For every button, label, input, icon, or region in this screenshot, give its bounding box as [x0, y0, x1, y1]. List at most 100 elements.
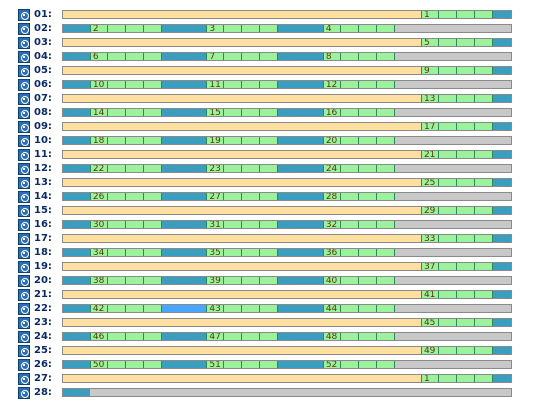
- segment-cells[interactable]: [420, 95, 494, 102]
- segment-cells[interactable]: [322, 277, 395, 284]
- segment-cells[interactable]: [420, 39, 494, 46]
- segment-free[interactable]: [63, 263, 421, 270]
- segment-used[interactable]: [278, 109, 323, 116]
- segment-used[interactable]: [161, 249, 207, 256]
- segment-used[interactable]: [63, 277, 90, 284]
- segment-used[interactable]: [493, 319, 511, 326]
- segment-used[interactable]: [161, 109, 207, 116]
- row-button-icon[interactable]: [18, 163, 30, 175]
- segment-free[interactable]: [63, 319, 421, 326]
- segment-empty[interactable]: [394, 193, 511, 200]
- segment-cells[interactable]: [420, 263, 494, 270]
- segment-used[interactable]: [161, 277, 207, 284]
- segment-used[interactable]: [278, 193, 323, 200]
- segment-cells[interactable]: [322, 361, 395, 368]
- segment-cells[interactable]: [420, 235, 494, 242]
- segment-free[interactable]: [63, 235, 421, 242]
- row-button-icon[interactable]: [18, 205, 30, 217]
- segment-used[interactable]: [493, 207, 511, 214]
- row-button-icon[interactable]: [18, 345, 30, 357]
- segment-used[interactable]: [278, 137, 323, 144]
- segment-cells[interactable]: [322, 25, 395, 32]
- segment-used[interactable]: [63, 361, 90, 368]
- segment-empty[interactable]: [394, 249, 511, 256]
- segment-used[interactable]: [493, 39, 511, 46]
- segment-cells[interactable]: [89, 333, 162, 340]
- segment-cells[interactable]: [206, 193, 279, 200]
- segment-empty[interactable]: [394, 361, 511, 368]
- segment-cells[interactable]: [89, 249, 162, 256]
- segment-cells[interactable]: [89, 361, 162, 368]
- segment-used[interactable]: [63, 137, 90, 144]
- segment-used[interactable]: [278, 53, 323, 60]
- segment-used[interactable]: [493, 263, 511, 270]
- row-button-icon[interactable]: [18, 37, 30, 49]
- row-button-icon[interactable]: [18, 219, 30, 231]
- segment-cells[interactable]: [420, 179, 494, 186]
- segment-free[interactable]: [63, 11, 421, 18]
- segment-cells[interactable]: [322, 305, 395, 312]
- segment-cells[interactable]: [322, 333, 395, 340]
- segment-used[interactable]: [493, 375, 511, 382]
- row-button-icon[interactable]: [18, 261, 30, 273]
- segment-used[interactable]: [278, 165, 323, 172]
- segment-used[interactable]: [63, 81, 90, 88]
- row-button-icon[interactable]: [18, 359, 30, 371]
- segment-used[interactable]: [278, 25, 323, 32]
- segment-used[interactable]: [63, 25, 90, 32]
- segment-cells[interactable]: [89, 109, 162, 116]
- segment-empty[interactable]: [394, 25, 511, 32]
- segment-used[interactable]: [63, 221, 90, 228]
- segment-used[interactable]: [493, 67, 511, 74]
- segment-used[interactable]: [278, 81, 323, 88]
- segment-empty[interactable]: [394, 165, 511, 172]
- segment-free[interactable]: [63, 151, 421, 158]
- segment-free[interactable]: [63, 95, 421, 102]
- segment-used[interactable]: [63, 305, 90, 312]
- segment-cells[interactable]: [420, 67, 494, 74]
- row-button-icon[interactable]: [18, 23, 30, 35]
- segment-free[interactable]: [63, 123, 421, 130]
- segment-used[interactable]: [63, 389, 90, 396]
- row-button-icon[interactable]: [18, 93, 30, 105]
- row-button-icon[interactable]: [18, 331, 30, 343]
- segment-empty[interactable]: [394, 109, 511, 116]
- row-button-icon[interactable]: [18, 317, 30, 329]
- segment-cells[interactable]: [206, 277, 279, 284]
- segment-cells[interactable]: [206, 109, 279, 116]
- row-button-icon[interactable]: [18, 107, 30, 119]
- row-button-icon[interactable]: [18, 303, 30, 315]
- row-button-icon[interactable]: [18, 275, 30, 287]
- segment-empty[interactable]: [394, 81, 511, 88]
- segment-used[interactable]: [493, 123, 511, 130]
- row-button-icon[interactable]: [18, 373, 30, 385]
- segment-used[interactable]: [161, 361, 207, 368]
- segment-used[interactable]: [278, 361, 323, 368]
- segment-used[interactable]: [161, 165, 207, 172]
- segment-used[interactable]: [63, 193, 90, 200]
- segment-cells[interactable]: [420, 123, 494, 130]
- segment-cells[interactable]: [206, 25, 279, 32]
- segment-empty[interactable]: [394, 221, 511, 228]
- segment-used[interactable]: [278, 333, 323, 340]
- segment-cells[interactable]: [420, 11, 494, 18]
- segment-used[interactable]: [161, 221, 207, 228]
- segment-used[interactable]: [161, 333, 207, 340]
- row-button-icon[interactable]: [18, 387, 30, 399]
- segment-cells[interactable]: [206, 53, 279, 60]
- segment-empty[interactable]: [89, 389, 511, 396]
- segment-cells[interactable]: [420, 291, 494, 298]
- row-button-icon[interactable]: [18, 135, 30, 147]
- segment-cells[interactable]: [420, 319, 494, 326]
- row-button-icon[interactable]: [18, 177, 30, 189]
- segment-cells[interactable]: [89, 221, 162, 228]
- segment-cells[interactable]: [420, 151, 494, 158]
- segment-used[interactable]: [63, 109, 90, 116]
- segment-free[interactable]: [63, 291, 421, 298]
- segment-cells[interactable]: [89, 53, 162, 60]
- segment-used[interactable]: [63, 333, 90, 340]
- segment-used[interactable]: [278, 249, 323, 256]
- row-button-icon[interactable]: [18, 9, 30, 21]
- row-button-icon[interactable]: [18, 121, 30, 133]
- segment-cells[interactable]: [322, 109, 395, 116]
